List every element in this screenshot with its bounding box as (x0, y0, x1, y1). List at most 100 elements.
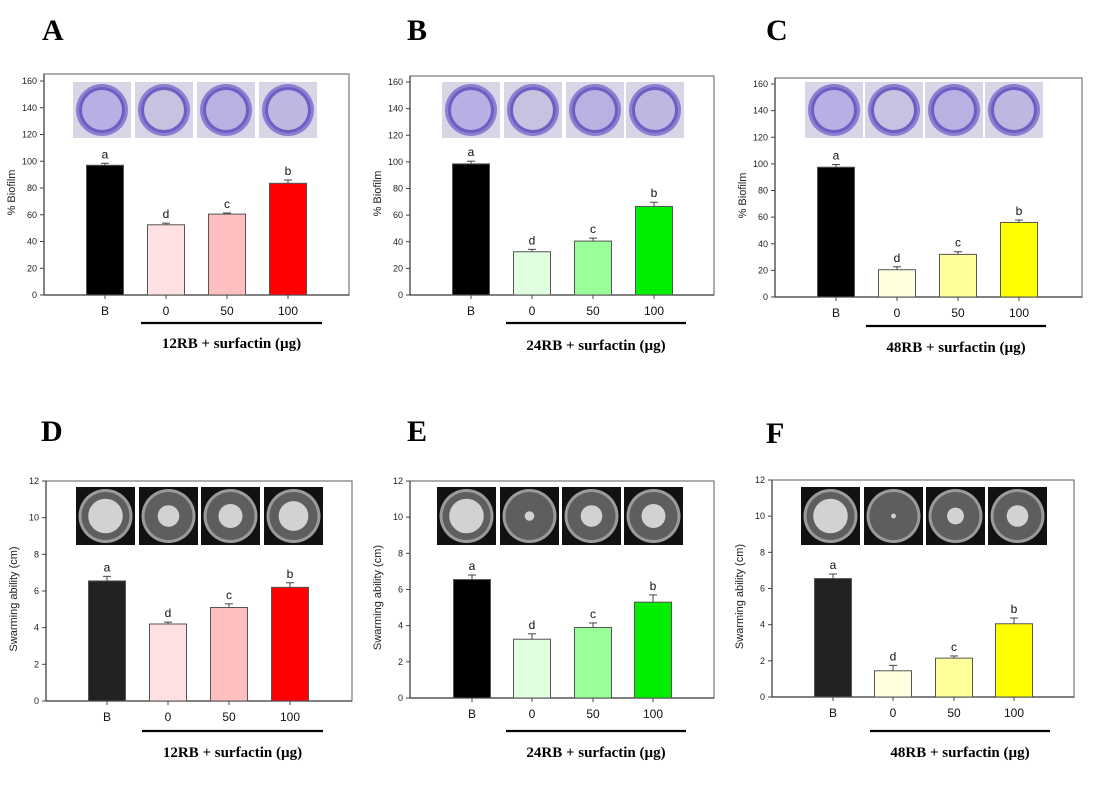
significance-label: d (529, 233, 536, 247)
swarm-plate-B-colony (88, 498, 123, 534)
significance-label: b (285, 164, 292, 178)
significance-label: c (590, 222, 596, 236)
bar-100 (1000, 221, 1038, 298)
bar-0 (878, 269, 916, 298)
y-tick-label: 100 (388, 157, 403, 167)
y-tick-label: 8 (760, 547, 765, 557)
bar-0 (513, 638, 551, 699)
panel-b: B 0 20 40 60 80 100 120 140 160 % Biofilm a Bd 0 c 50 b 1… (372, 14, 715, 354)
significance-label: a (830, 558, 837, 572)
biofilm-well-image (197, 82, 255, 138)
y-tick-label: 60 (27, 210, 37, 220)
y-tick-label: 60 (393, 210, 403, 220)
bar-0 (147, 224, 185, 296)
panel-a: A 0 20 40 60 80 100 120 140 160 % Biofilm a Bd 0 c 50 b 1… (6, 14, 350, 352)
y-axis-label: % Biofilm (6, 170, 18, 216)
y-tick-label: 160 (753, 79, 768, 89)
bar-B (452, 163, 490, 296)
x-tick-label: 0 (163, 304, 170, 318)
crystal-violet-well-50-center (575, 90, 615, 130)
x-tick-label: 0 (529, 304, 536, 318)
crystal-violet-well-0-center (144, 90, 184, 130)
panel-e: E 0 2 4 6 8 10 12 Swarming ability (cm) a Bd 0 c 50 b 1… (372, 415, 715, 761)
y-tick-label: 2 (34, 659, 39, 669)
y-tick-label: 160 (388, 77, 403, 87)
x-tick-label: 100 (280, 710, 300, 724)
significance-label: a (469, 559, 476, 573)
significance-label: a (468, 145, 475, 159)
y-tick-label: 100 (753, 159, 768, 169)
x-tick-label: 100 (1004, 706, 1024, 720)
significance-label: c (224, 197, 230, 211)
x-axis-group-label: 12RB + surfactin (µg) (162, 336, 301, 352)
y-tick-label: 10 (29, 513, 39, 523)
y-tick-label: 100 (22, 156, 37, 166)
y-tick-label: 0 (398, 290, 403, 300)
swarm-plate-50-colony (580, 505, 603, 527)
bar-B (86, 164, 124, 296)
x-tick-label: B (467, 304, 475, 318)
bar-B (814, 578, 852, 698)
bar-B (88, 580, 126, 702)
y-tick-label: 0 (763, 292, 768, 302)
y-tick-label: 40 (758, 239, 768, 249)
biofilm-well-image (865, 82, 923, 138)
swarm-plate-50-colony (947, 507, 964, 525)
swarm-plate-image (500, 487, 559, 545)
swarm-plate-0-colony (157, 505, 180, 527)
x-tick-label: 50 (222, 710, 236, 724)
significance-label: b (650, 579, 657, 593)
biofilm-well-image (259, 82, 317, 138)
y-axis-label: % Biofilm (737, 173, 749, 219)
x-axis-group-label: 24RB + surfactin (µg) (526, 338, 665, 354)
significance-label: a (102, 147, 109, 161)
y-tick-label: 12 (755, 475, 765, 485)
y-tick-label: 140 (753, 106, 768, 116)
y-tick-label: 0 (34, 696, 39, 706)
swarm-plate-B-colony (449, 498, 484, 534)
bar-50 (574, 240, 612, 296)
x-tick-label: B (468, 707, 476, 721)
panel-f: F 0 2 4 6 8 10 12 Swarming ability (cm) a Bd 0 c 50 b 1… (734, 417, 1075, 761)
biofilm-well-image (626, 82, 684, 138)
significance-label: b (1016, 204, 1023, 218)
y-tick-label: 80 (27, 183, 37, 193)
x-tick-label: 50 (947, 706, 961, 720)
significance-label: a (833, 149, 840, 163)
bar-0 (513, 251, 551, 296)
y-tick-label: 40 (27, 237, 37, 247)
y-tick-label: 20 (758, 265, 768, 275)
y-tick-label: 20 (393, 263, 403, 273)
y-tick-label: 12 (29, 476, 39, 486)
biofilm-well-image (985, 82, 1043, 138)
y-tick-label: 8 (34, 549, 39, 559)
swarm-plate-image (926, 487, 985, 545)
bar-100 (635, 205, 673, 296)
panel-letter: F (766, 417, 784, 450)
bar-B (453, 579, 491, 699)
swarm-plate-0-colony (524, 511, 535, 521)
y-tick-label: 12 (393, 476, 403, 486)
y-tick-label: 4 (398, 621, 403, 631)
y-tick-label: 140 (22, 103, 37, 113)
bar-50 (208, 213, 246, 296)
significance-label: b (287, 567, 294, 581)
biofilm-well-image (504, 82, 562, 138)
swarm-plate-image (801, 487, 860, 545)
swarm-plate-100-colony (641, 504, 666, 528)
y-tick-label: 10 (755, 511, 765, 521)
y-tick-label: 4 (34, 623, 39, 633)
x-tick-label: 0 (529, 707, 536, 721)
y-tick-label: 2 (760, 656, 765, 666)
swarm-plate-0-colony (891, 513, 896, 519)
panel-letter: A (42, 14, 64, 47)
x-tick-label: B (101, 304, 109, 318)
swarm-plate-image (264, 487, 323, 545)
swarm-plate-image (76, 487, 135, 545)
y-tick-label: 120 (753, 132, 768, 142)
crystal-violet-well-100-center (268, 90, 308, 130)
y-tick-label: 6 (34, 586, 39, 596)
swarm-plate-B-colony (813, 498, 848, 534)
y-tick-label: 0 (32, 290, 37, 300)
x-tick-label: 0 (165, 710, 172, 724)
